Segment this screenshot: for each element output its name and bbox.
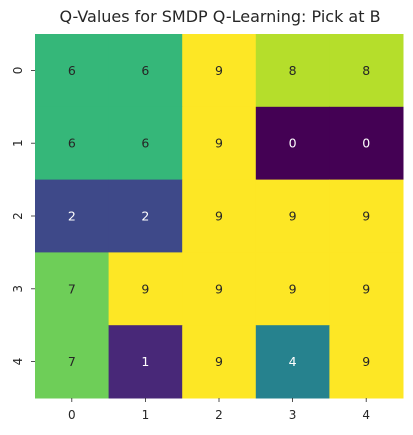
cell-value-label-2-0: 2 (68, 209, 76, 224)
heatmap-cell-4-4 (329, 325, 404, 399)
y-tick-label-0: 0 (11, 67, 25, 75)
heatmap-cell-1-0 (35, 106, 110, 181)
y-tick-label-3: 3 (11, 285, 25, 293)
cell-value-label-0-2: 9 (215, 63, 223, 78)
cell-value-label-0-0: 6 (68, 63, 76, 78)
heatmap-cell-1-4 (329, 106, 404, 181)
cell-value-label-2-4: 9 (362, 209, 370, 224)
cell-value-label-2-2: 9 (215, 209, 223, 224)
heatmap-cell-1-1 (108, 106, 183, 181)
heatmap-cell-2-4 (329, 179, 404, 253)
heatmap-cell-0-2 (182, 34, 257, 108)
cell-value-label-2-1: 2 (141, 209, 149, 224)
heatmap-cell-3-4 (329, 252, 404, 326)
y-axis-ticks: 0 1 2 3 4 (11, 67, 35, 366)
cell-value-label-0-4: 8 (362, 63, 370, 78)
cell-value-label-0-3: 8 (289, 63, 297, 78)
y-tick-label-2: 2 (11, 212, 25, 220)
x-axis-ticks: 0 1 2 3 4 (68, 398, 370, 422)
cell-value-label-3-3: 9 (289, 281, 297, 296)
cell-value-label-2-3: 9 (289, 209, 297, 224)
cell-value-label-1-2: 9 (215, 136, 223, 151)
y-tick-label-1: 1 (11, 139, 25, 147)
cell-value-label-1-3: 0 (289, 136, 297, 151)
x-tick-label-3: 3 (289, 408, 297, 422)
cell-value-label-4-4: 9 (362, 354, 370, 369)
cell-value-label-4-0: 7 (68, 354, 76, 369)
heatmap-cell-4-2 (182, 325, 257, 399)
cell-value-label-0-1: 6 (141, 63, 149, 78)
x-tick-label-4: 4 (362, 408, 370, 422)
cell-value-label-4-1: 1 (141, 354, 149, 369)
cell-value-label-4-2: 9 (215, 354, 223, 369)
cell-value-label-1-1: 6 (141, 136, 149, 151)
x-tick-label-2: 2 (215, 408, 223, 422)
cell-value-label-4-3: 4 (289, 354, 297, 369)
heatmap-cell-4-3 (255, 325, 330, 399)
heatmap-cell-2-0 (35, 179, 110, 253)
x-tick-label-1: 1 (142, 408, 150, 422)
heatmap-cell-0-3 (255, 34, 330, 108)
cell-value-label-3-0: 7 (68, 281, 76, 296)
heatmap-cell-4-0 (35, 325, 110, 399)
heatmap-cell-3-0 (35, 252, 110, 326)
cell-value-label-1-4: 0 (362, 136, 370, 151)
heatmap-cells: 6 6 9 8 8 6 6 9 0 0 2 2 9 9 9 7 9 9 9 9 7 1 9 4 9 (35, 34, 404, 399)
heatmap-cell-4-1 (108, 325, 183, 399)
heatmap-cell-2-3 (255, 179, 330, 253)
cell-value-label-1-0: 6 (68, 136, 76, 151)
heatmap-cell-0-1 (108, 34, 183, 108)
heatmap-cell-0-4 (329, 34, 404, 108)
x-tick-label-0: 0 (68, 408, 76, 422)
heatmap-cell-3-1 (108, 252, 183, 326)
cell-value-label-3-1: 9 (141, 281, 149, 296)
heatmap-cell-0-0 (35, 34, 110, 108)
heatmap-cell-1-3 (255, 106, 330, 181)
y-tick-label-4: 4 (11, 358, 25, 366)
cell-value-label-3-4: 9 (362, 281, 370, 296)
heatmap-cell-2-1 (108, 179, 183, 253)
chart-title: Q-Values for SMDP Q-Learning: Pick at B (59, 7, 380, 26)
heatmap-cell-2-2 (182, 179, 257, 253)
heatmap-cell-3-2 (182, 252, 257, 326)
heatmap-cell-3-3 (255, 252, 330, 326)
cell-value-label-3-2: 9 (215, 281, 223, 296)
heatmap-cell-1-2 (182, 106, 257, 181)
